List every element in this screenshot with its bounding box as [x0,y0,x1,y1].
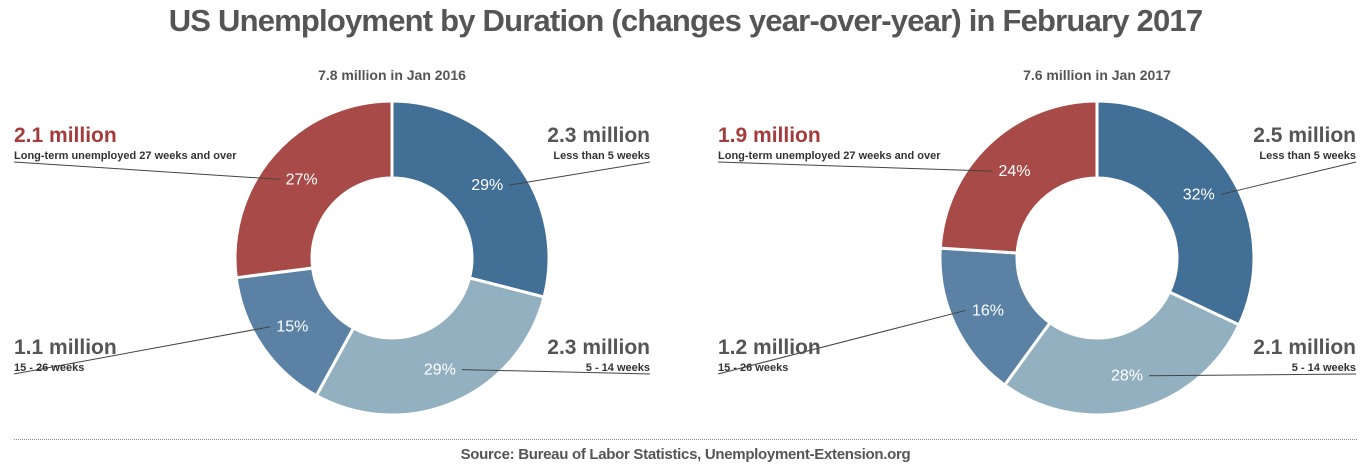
donut-slice [938,246,1053,388]
leader-line [717,309,967,375]
leader-line [13,326,271,375]
slice-value-label: 2.3 million [547,124,650,147]
donut-slice [1095,99,1256,327]
slice-value-label: 2.5 million [1253,124,1356,147]
donut-slice [390,99,551,299]
slice-category-label: 15 - 26 weeks [14,362,84,374]
slice-value-label: 1.2 million [718,336,821,359]
slice-percent-label: 27% [286,171,318,188]
slice-category-label: Less than 5 weeks [1259,150,1356,162]
chart-subtitle: 7.8 million in Jan 2016 [318,67,466,83]
source-note: Source: Bureau of Labor Statistics, Unem… [460,446,911,463]
slice-category-label: 15 - 26 weeks [718,362,788,374]
leader-line [461,369,651,375]
leader-line [1220,161,1357,195]
slice-percent-label: 29% [471,177,503,194]
slice-percent-label: 28% [1111,368,1143,385]
leader-line [509,161,651,186]
slice-value-label: 2.3 million [547,336,650,359]
slice-percent-label: 24% [998,163,1030,180]
donut-slice [233,99,394,280]
leader-line [717,161,993,172]
slice-category-label: 5 - 14 weeks [586,362,650,374]
slice-value-label: 1.9 million [718,124,821,147]
chart-title: US Unemployment by Duration (changes yea… [168,3,1203,38]
slice-value-label: 2.1 million [14,124,117,147]
chart-subtitle: 7.6 million in Jan 2017 [1023,67,1171,83]
slice-percent-label: 15% [276,319,308,336]
slice-category-label: Less than 5 weeks [553,150,650,162]
slice-category-label: 5 - 14 weeks [1292,362,1356,374]
slice-category-label: Long-term unemployed 27 weeks and over [14,150,237,162]
slice-value-label: 1.1 million [14,336,117,359]
divider [14,439,1357,440]
leader-line [1148,373,1357,377]
donut-slice [938,99,1099,255]
slice-percent-label: 32% [1183,186,1215,203]
donut-slice [1002,290,1242,417]
slice-percent-label: 29% [424,362,456,379]
leader-line [13,161,280,180]
slice-value-label: 2.1 million [1253,336,1356,359]
slice-category-label: Long-term unemployed 27 weeks and over [718,150,941,162]
slice-percent-label: 16% [972,302,1004,319]
donut-slice [314,276,546,417]
